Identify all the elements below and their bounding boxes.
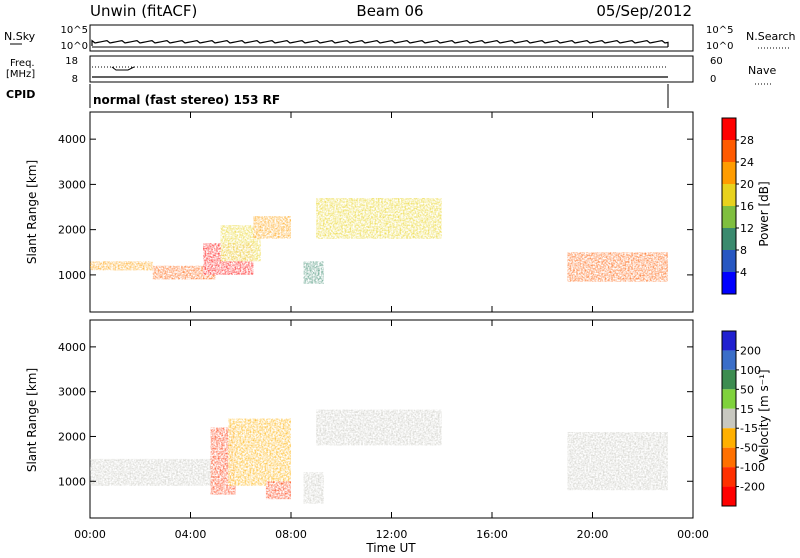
nsky-trace	[91, 39, 669, 47]
nsearch-tick-bottom: 10^0	[706, 41, 733, 52]
power-yticks: 1000 2000 3000 4000	[58, 133, 693, 282]
power-colorbar: 4 8 12 16 20 24 28	[721, 117, 754, 295]
velocity-colorbar-tick-label-4: -15	[740, 422, 758, 435]
velocity-colorbar-tick-label-3: 15	[740, 403, 754, 416]
power-colorbar-segment-4	[722, 184, 736, 206]
velocity-colorbar-frame	[721, 330, 737, 507]
power-colorbar-segment-2	[722, 228, 736, 250]
power-colorbar-segment-0	[722, 272, 736, 294]
velocity-colorbar-segment-0	[722, 331, 736, 351]
freq-tick-top: 18	[65, 56, 78, 67]
freq-label-2: [MHz]	[6, 69, 35, 80]
power-colorbar-segment-3	[722, 206, 736, 228]
velocity-colorbar-tick-label-7: -200	[740, 481, 765, 494]
nsky-tick-top: 10^5	[61, 25, 88, 36]
freq-dip	[111, 66, 135, 71]
freq-tick-bottom: 8	[72, 74, 78, 85]
power-echo-region-1	[152, 265, 216, 280]
power-data	[90, 198, 668, 284]
xtick-label-3: 12:00	[376, 528, 408, 541]
nsky-tick-bottom: 10^0	[61, 41, 88, 52]
power-echo-region-0	[90, 261, 153, 271]
xtick-label-4: 16:00	[476, 528, 508, 541]
velocity-colorbar: 200 100 50 15 -15 -50 -100 -200	[721, 330, 765, 507]
velocity-colorbar-segment-6	[722, 447, 736, 468]
velocity-yticks: 1000 2000 3000 4000	[58, 341, 693, 488]
power-echo-region-5	[303, 261, 324, 284]
cpid-label: CPID	[6, 88, 35, 101]
velocity-colorbar-tick-label-0: 200	[740, 344, 761, 357]
power-colorbar-segment-7	[722, 118, 736, 140]
power-echo-region-4	[253, 216, 291, 239]
velocity-ytick-label-0: 1000	[58, 475, 86, 488]
beam-title: Beam 06	[356, 2, 423, 20]
nave-tick-top: 60	[710, 56, 723, 67]
power-colorbar-tick-label-3: 16	[740, 200, 754, 213]
power-colorbar-tick-label-4: 20	[740, 178, 754, 191]
velocity-colorbar-segment-2	[722, 369, 736, 390]
velocity-ytick-label-3: 4000	[58, 341, 86, 354]
power-panel: 1000 2000 3000 4000 Slant Range [km]	[25, 111, 694, 313]
velocity-colorbar-segment-4	[722, 408, 736, 429]
xtick-label-2: 08:00	[275, 528, 307, 541]
velocity-data	[90, 409, 668, 504]
velocity-colorbar-segment-7	[722, 467, 736, 487]
x-axis-label: Time UT	[365, 541, 416, 554]
power-colorbar-segment-5	[722, 162, 736, 184]
power-colorbar-segment-1	[722, 250, 736, 272]
nsearch-tick-top: 10^5	[706, 25, 733, 36]
xtick-label-6: 00:00	[677, 528, 709, 541]
power-colorbar-tick-label-5: 24	[740, 156, 754, 169]
power-ylabel: Slant Range [km]	[25, 160, 39, 264]
velocity-echo-region-5	[316, 409, 442, 446]
velocity-colorbar-segment-5	[722, 428, 736, 448]
velocity-echo-region-3	[265, 481, 291, 500]
power-colorbar-tick-label-6: 28	[740, 134, 754, 147]
velocity-ytick-label-2: 3000	[58, 386, 86, 399]
velocity-panel: 1000 2000 3000 4000 Slant Range [km]	[25, 319, 694, 519]
cpid-text: normal (fast stereo) 153 RF	[93, 93, 280, 107]
velocity-echo-region-0	[90, 458, 216, 486]
velocity-colorbar-segment-8	[722, 486, 736, 506]
xtick-label-1: 04:00	[175, 528, 207, 541]
freq-panel	[89, 55, 694, 83]
power-colorbar-tick-label-2: 12	[740, 222, 754, 235]
x-axis: 00:00 04:00 08:00 12:00 16:00 20:00 00:00	[74, 112, 709, 541]
date-title: 05/Sep/2012	[596, 2, 692, 20]
nave-label: Nave	[748, 64, 776, 77]
velocity-ytick-label-1: 2000	[58, 430, 86, 443]
site-title: Unwin (fitACF)	[90, 2, 197, 20]
velocity-colorbar-tick-label-5: -50	[740, 442, 758, 455]
nsky-label: N.Sky	[4, 30, 36, 43]
velocity-colorbar-label: Velocity [m s⁻¹]	[757, 369, 771, 462]
velocity-colorbar-tick-label-1: 100	[740, 364, 761, 377]
xtick-label-0: 00:00	[74, 528, 106, 541]
power-colorbar-segment-6	[722, 140, 736, 162]
freq-label-1: Freq.	[10, 58, 35, 69]
velocity-ylabel: Slant Range [km]	[25, 368, 39, 472]
power-colorbar-tick-label-1: 8	[740, 244, 747, 257]
power-ytick-label-1: 2000	[58, 224, 86, 237]
power-colorbar-label: Power [dB]	[757, 181, 771, 246]
power-ytick-label-3: 4000	[58, 133, 86, 146]
power-ytick-label-0: 1000	[58, 269, 86, 282]
nave-tick-bottom: 0	[710, 74, 716, 85]
power-echo-region-6	[316, 198, 442, 239]
nsky-panel	[89, 24, 694, 52]
velocity-colorbar-segment-3	[722, 389, 736, 409]
power-colorbar-tick-label-0: 4	[740, 266, 747, 279]
velocity-colorbar-segment-1	[722, 350, 736, 370]
nsearch-label: N.Search	[746, 30, 796, 43]
velocity-echo-region-2	[228, 418, 291, 486]
velocity-echo-region-4	[303, 472, 324, 504]
velocity-echo-region-6	[567, 432, 668, 491]
velocity-colorbar-tick-label-6: -100	[740, 461, 765, 474]
velocity-colorbar-tick-label-2: 50	[740, 383, 754, 396]
power-echo-region-7	[567, 252, 668, 282]
xtick-label-5: 20:00	[577, 528, 609, 541]
power-ytick-label-2: 3000	[58, 178, 86, 191]
